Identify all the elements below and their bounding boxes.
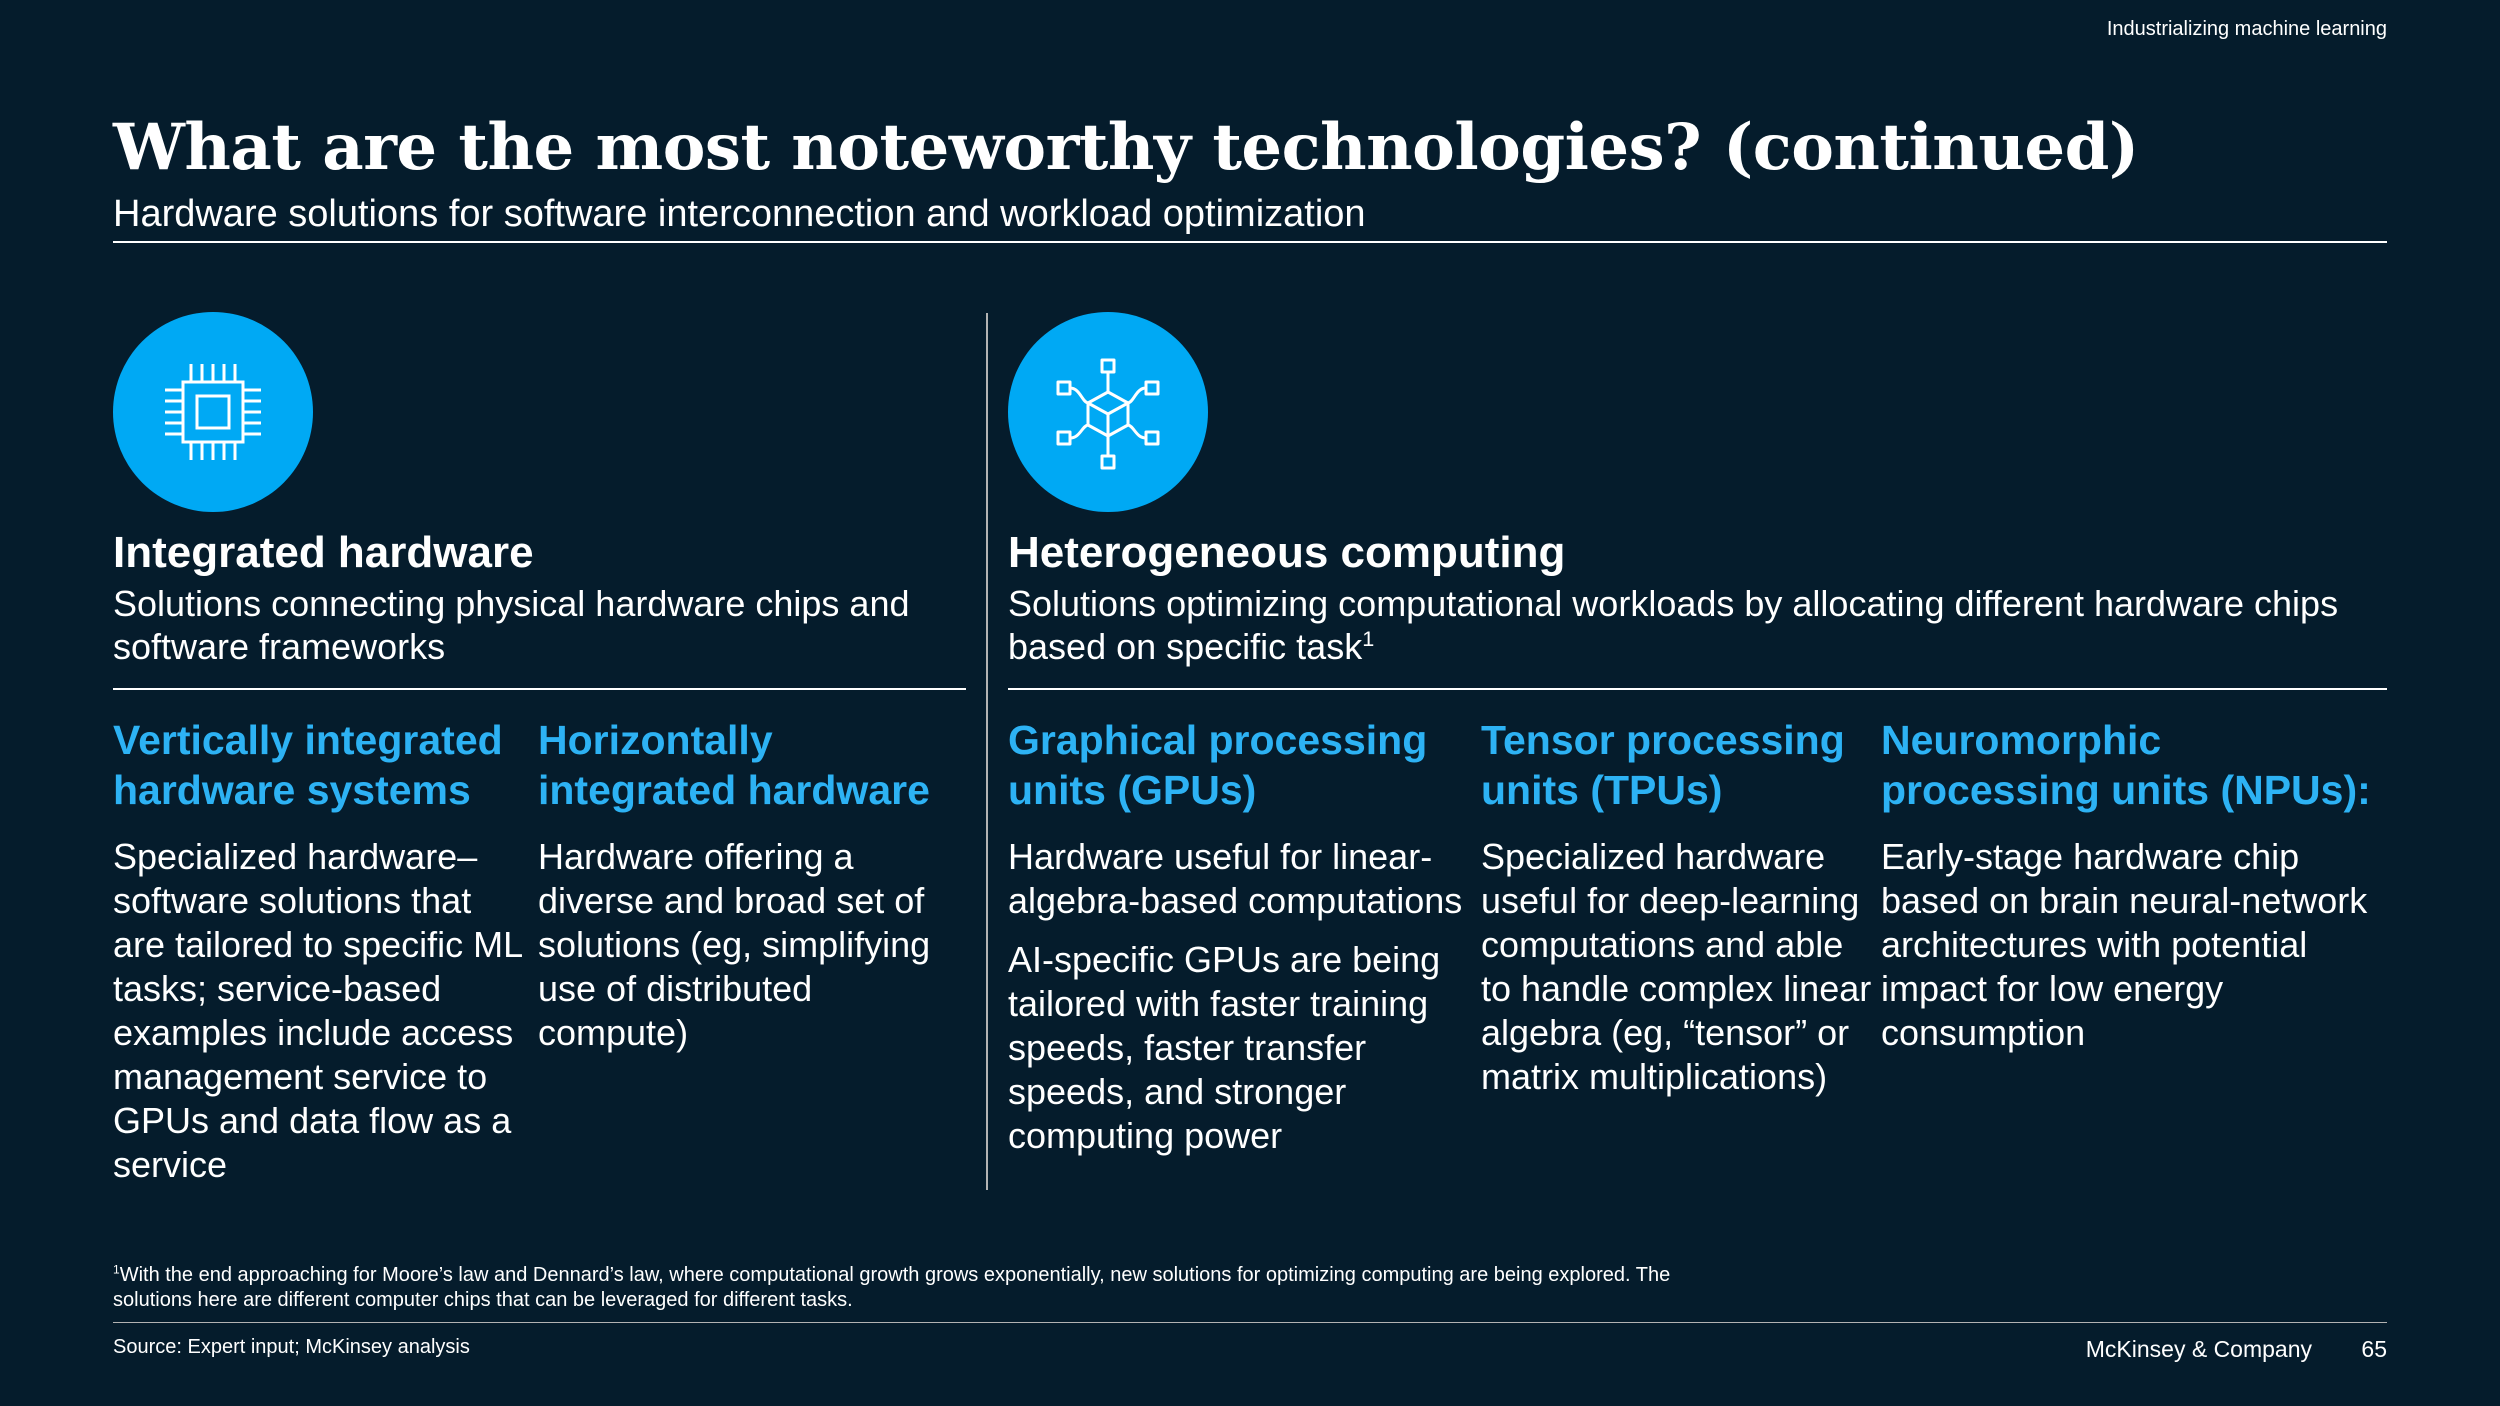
column-gpus: Graphical processing units (GPUs) Hardwa…: [1008, 715, 1478, 1173]
company-name: McKinsey & Company: [2085, 1336, 2312, 1362]
chip-icon: [113, 312, 313, 512]
column-title-line: units (GPUs): [1008, 767, 1257, 813]
footnote-marker: 1: [113, 1262, 120, 1277]
column-title: Horizontally integrated hardware: [538, 715, 968, 815]
footnote: 1With the end approaching for Moore’s la…: [113, 1263, 1673, 1313]
column-body: Specialized hardware useful for deep-lea…: [1481, 835, 1881, 1099]
section-rule-right: [1008, 688, 2387, 690]
column-title-line: units (TPUs): [1481, 767, 1723, 813]
header-label: Industrializing machine learning: [2106, 18, 2387, 40]
column-tpus: Tensor processing units (TPUs) Specializ…: [1481, 715, 1881, 1114]
column-paragraph: Specialized hardware–software solutions …: [113, 836, 522, 1185]
title-divider: [113, 241, 2387, 243]
section-divider: [986, 313, 988, 1190]
page-number: 65: [2361, 1336, 2387, 1362]
source-note: Source: Expert input; McKinsey analysis: [113, 1336, 470, 1358]
column-body: Early-stage hardware chip based on brain…: [1881, 835, 2387, 1055]
column-title-line: Tensor processing: [1481, 717, 1845, 763]
footer-divider: [113, 1322, 2387, 1323]
section-description-heterogeneous-computing: Solutions optimizing computational workl…: [1008, 582, 2388, 668]
column-title-line: Neuromorphic: [1881, 717, 2162, 763]
column-paragraph: Specialized hardware useful for deep-lea…: [1481, 836, 1872, 1097]
page-title: What are the most noteworthy technologie…: [113, 110, 2139, 185]
column-paragraph: Hardware offering a diverse and broad se…: [538, 836, 931, 1053]
column-body: Specialized hardware–software solutions …: [113, 835, 533, 1187]
section-title-heterogeneous-computing: Heterogeneous computing: [1008, 528, 1566, 577]
column-title-line: Graphical processing: [1008, 717, 1428, 763]
column-paragraph: Early-stage hardware chip based on brain…: [1881, 836, 2368, 1053]
column-horizontally-integrated: Horizontally integrated hardware Hardwar…: [538, 715, 968, 1070]
column-body: Hardware offering a diverse and broad se…: [538, 835, 968, 1055]
column-paragraph: Hardware useful for linear-algebra-based…: [1008, 836, 1463, 921]
description-text: Solutions optimizing computational workl…: [1008, 583, 2339, 667]
footnote-text: With the end approaching for Moore’s law…: [113, 1264, 1671, 1311]
column-title-line: Vertically integrated: [113, 717, 503, 763]
section-description-integrated-hardware: Solutions connecting physical hardware c…: [113, 583, 910, 667]
column-title: Tensor processing units (TPUs): [1481, 715, 1881, 815]
cube-network-icon: [1008, 312, 1208, 512]
column-title: Neuromorphic processing units (NPUs):: [1881, 715, 2387, 815]
footnote-marker: 1: [1362, 626, 1375, 651]
column-body: Hardware useful for linear-algebra-based…: [1008, 835, 1478, 1158]
section-rule-left: [113, 688, 966, 690]
column-title: Graphical processing units (GPUs): [1008, 715, 1478, 815]
page-subtitle: Hardware solutions for software intercon…: [113, 193, 1366, 235]
column-paragraph: AI-specific GPUs are being tailored with…: [1008, 939, 1441, 1156]
column-vertically-integrated: Vertically integrated hardware systems S…: [113, 715, 533, 1202]
column-title-line: processing units (NPUs):: [1881, 767, 2371, 813]
column-title: Vertically integrated hardware systems: [113, 715, 533, 815]
column-title-line: Horizontally: [538, 717, 773, 763]
column-npus: Neuromorphic processing units (NPUs): Ea…: [1881, 715, 2387, 1070]
section-title-integrated-hardware: Integrated hardware: [113, 528, 534, 577]
column-title-line: integrated hardware: [538, 767, 930, 813]
column-title-line: hardware systems: [113, 767, 471, 813]
